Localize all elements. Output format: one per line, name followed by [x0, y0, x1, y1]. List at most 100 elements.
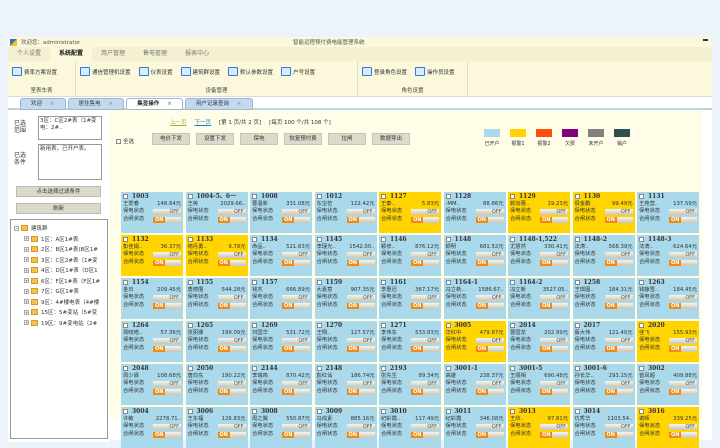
meter-checkbox[interactable] [639, 409, 644, 415]
prev-page-link[interactable]: 上一页 [170, 120, 187, 126]
meter-card[interactable]: 1008 曹温新 331.08元 保电状态 OFF 合闸状态 ON [250, 192, 312, 233]
power-toggle[interactable]: OFF [540, 424, 568, 431]
tree-node[interactable]: +3区：C区2#表（1#变 [14, 255, 104, 266]
meter-card[interactable]: 1269 刘国华 531.72元 保电状态 OFF 合闸状态 ON [250, 321, 312, 362]
meter-card[interactable]: 1164-2 冯立新 3527.05.. 保电状态 OFF 合闸状态 ON [508, 278, 570, 319]
meter-checkbox[interactable] [316, 366, 322, 372]
collapse-icon[interactable]: − [14, 225, 19, 231]
power-toggle[interactable]: OFF [282, 209, 310, 216]
meter-checkbox[interactable] [187, 237, 193, 243]
meter-checkbox[interactable] [123, 280, 128, 286]
meter-checkbox[interactable] [445, 194, 451, 200]
switch-toggle[interactable]: ON [217, 259, 246, 266]
expand-icon[interactable]: + [24, 246, 29, 252]
meter-checkbox[interactable] [639, 194, 644, 200]
power-toggle[interactable]: OFF [475, 381, 504, 388]
switch-toggle[interactable]: ON [217, 345, 246, 352]
meter-checkbox[interactable] [574, 366, 580, 372]
switch-toggle[interactable]: ON [604, 345, 633, 352]
meter-checkbox[interactable] [445, 323, 451, 329]
meter-card[interactable]: 1265 张丽娜 199.09元 保电状态 OFF 合闸状态 ON [185, 321, 248, 362]
power-toggle[interactable]: OFF [604, 381, 633, 388]
meter-checkbox[interactable] [574, 323, 580, 329]
power-toggle[interactable]: OFF [604, 338, 633, 345]
ribbon-button[interactable]: 户号设置 [281, 67, 315, 76]
power-toggle[interactable]: OFF [540, 252, 568, 259]
meter-card[interactable]: 3002 曾凤超 409.88元 保电状态 OFF 合闸状态 ON [637, 364, 699, 405]
meter-card[interactable]: 3009 冯成素 885.16元 保电状态 OFF 合闸状态 ON [314, 407, 377, 448]
meter-checkbox[interactable] [187, 409, 193, 415]
meter-checkbox[interactable] [639, 366, 644, 372]
meter-checkbox[interactable] [252, 237, 257, 243]
power-toggle[interactable]: OFF [669, 209, 697, 216]
power-toggle[interactable]: OFF [411, 209, 439, 216]
power-toggle[interactable]: OFF [604, 295, 633, 302]
switch-toggle[interactable]: ON [153, 302, 181, 309]
switch-toggle[interactable]: ON [411, 216, 439, 223]
power-toggle[interactable]: OFF [475, 424, 504, 431]
close-icon[interactable]: × [108, 101, 114, 107]
toolbar-button[interactable]: 电价下发 [152, 133, 190, 145]
switch-toggle[interactable]: ON [282, 216, 310, 223]
switch-toggle[interactable]: ON [282, 259, 310, 266]
switch-toggle[interactable]: ON [475, 302, 504, 309]
meter-card[interactable]: 1133 德丹勇.. 9.78元 保电状态 OFF 合闸状态 ON [185, 235, 248, 276]
meter-checkbox[interactable] [187, 194, 193, 200]
meter-checkbox[interactable] [316, 280, 322, 286]
meter-checkbox[interactable] [316, 237, 322, 243]
meter-card[interactable]: 1263 钱静雪.. 184.45元 保电状态 OFF 合闸状态 ON [637, 278, 699, 319]
meter-checkbox[interactable] [252, 194, 257, 200]
menu-item[interactable]: 系统配置 [50, 47, 93, 61]
meter-checkbox[interactable] [445, 366, 451, 372]
refresh-button[interactable]: 刷新 [16, 203, 101, 214]
switch-toggle[interactable]: ON [540, 302, 568, 309]
meter-checkbox[interactable] [316, 409, 322, 415]
meter-card[interactable]: 1130 俱金鹏 99.49元 保电状态 OFF 合闸状态 ON [572, 192, 635, 233]
switch-toggle[interactable]: ON [217, 388, 246, 395]
switch-toggle[interactable]: ON [669, 345, 697, 352]
switch-toggle[interactable]: ON [540, 431, 568, 438]
switch-toggle[interactable]: ON [540, 388, 568, 395]
power-toggle[interactable]: OFF [669, 424, 697, 431]
meter-card[interactable]: 1270 王翔.. 127.57元 保电状态 OFF 合闸状态 ON [314, 321, 377, 362]
meter-card[interactable]: 3010 纪彩霞.. 117.49元 保电状态 OFF 合闸状态 ON [379, 407, 441, 448]
meter-checkbox[interactable] [510, 194, 515, 200]
power-toggle[interactable]: OFF [540, 295, 568, 302]
meter-checkbox[interactable] [510, 237, 515, 243]
meter-checkbox[interactable] [381, 280, 386, 286]
expand-icon[interactable]: + [24, 267, 29, 273]
menu-item[interactable]: 报表中心 [185, 50, 210, 57]
meter-card[interactable]: 3006 王东福 126.83元 保电状态 OFF 合闸状态 ON [185, 407, 248, 448]
switch-toggle[interactable]: ON [217, 216, 246, 223]
meter-card[interactable]: 1003 王爱春 148.84元 保电状态 OFF 合闸状态 ON [121, 192, 183, 233]
meter-card[interactable]: 3001-1 高雄 238.37元 保电状态 OFF 合闸状态 ON [443, 364, 506, 405]
power-toggle[interactable]: OFF [153, 295, 181, 302]
meter-card[interactable]: 3011 纪彩霞 346.08元 保电状态 OFF 合闸状态 ON [443, 407, 506, 448]
switch-toggle[interactable]: ON [282, 345, 310, 352]
toolbar-button[interactable]: 设置下发 [196, 133, 234, 145]
power-toggle[interactable]: OFF [153, 338, 181, 345]
power-toggle[interactable]: OFF [346, 424, 375, 431]
power-toggle[interactable]: OFF [217, 209, 246, 216]
meter-checkbox[interactable] [252, 409, 257, 415]
power-toggle[interactable]: OFF [411, 295, 439, 302]
document-tab[interactable]: 用户记录查询 × [184, 98, 253, 110]
meter-checkbox[interactable] [639, 323, 644, 329]
meter-checkbox[interactable] [381, 323, 386, 329]
switch-toggle[interactable]: ON [475, 345, 504, 352]
power-toggle[interactable]: OFF [346, 209, 375, 216]
meter-card[interactable]: 1129 颜加蕾.. 19.23元 保电状态 OFF 合闸状态 ON [508, 192, 570, 233]
meter-card[interactable]: 3013 王欣.. 97.81元 保电状态 OFF 合闸状态 ON [508, 407, 570, 448]
ribbon-button[interactable]: 仪表设置 [138, 67, 173, 76]
switch-toggle[interactable]: ON [604, 431, 633, 438]
meter-card[interactable]: 1154 金日 209.45元 保电状态 OFF 合闸状态 ON [121, 278, 183, 319]
power-toggle[interactable]: OFF [604, 424, 633, 431]
meter-card[interactable]: 3001-6 孙长华.. 293.15元 保电状态 OFF 合闸状态 ON [572, 364, 635, 405]
meter-card[interactable]: 3005 华红中 479.87元 保电状态 OFF 合闸状态 ON [443, 321, 506, 362]
power-toggle[interactable]: OFF [540, 338, 568, 345]
meter-checkbox[interactable] [574, 194, 580, 200]
tree-node[interactable]: +1区：A区1#表 [14, 234, 104, 245]
close-icon[interactable]: × [236, 101, 242, 107]
ribbon-button[interactable]: 登录角色设置 [362, 67, 407, 76]
select-all-checkbox[interactable]: 全选 [116, 137, 134, 145]
